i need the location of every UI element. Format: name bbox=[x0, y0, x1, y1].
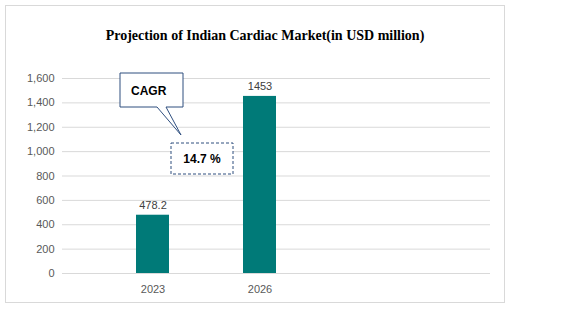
svg-text:1,400: 1,400 bbox=[27, 96, 55, 108]
svg-text:478.2: 478.2 bbox=[139, 199, 167, 211]
svg-text:1,200: 1,200 bbox=[27, 121, 55, 133]
svg-text:CAGR: CAGR bbox=[131, 84, 167, 98]
svg-text:2023: 2023 bbox=[141, 283, 165, 295]
svg-text:0: 0 bbox=[48, 267, 54, 279]
svg-text:200: 200 bbox=[36, 243, 54, 255]
svg-text:1,600: 1,600 bbox=[27, 72, 55, 84]
svg-text:400: 400 bbox=[36, 218, 54, 230]
svg-text:800: 800 bbox=[36, 170, 54, 182]
svg-text:1,000: 1,000 bbox=[27, 145, 55, 157]
svg-text:1453: 1453 bbox=[248, 80, 272, 92]
html-text:Projection of Indian Cardiac M: Projection of Indian Cardiac Market(in U… bbox=[105, 28, 425, 43]
svg-text:2026: 2026 bbox=[248, 283, 272, 295]
svg-text:600: 600 bbox=[36, 194, 54, 206]
svg-text:14.7 %: 14.7 % bbox=[183, 152, 221, 166]
